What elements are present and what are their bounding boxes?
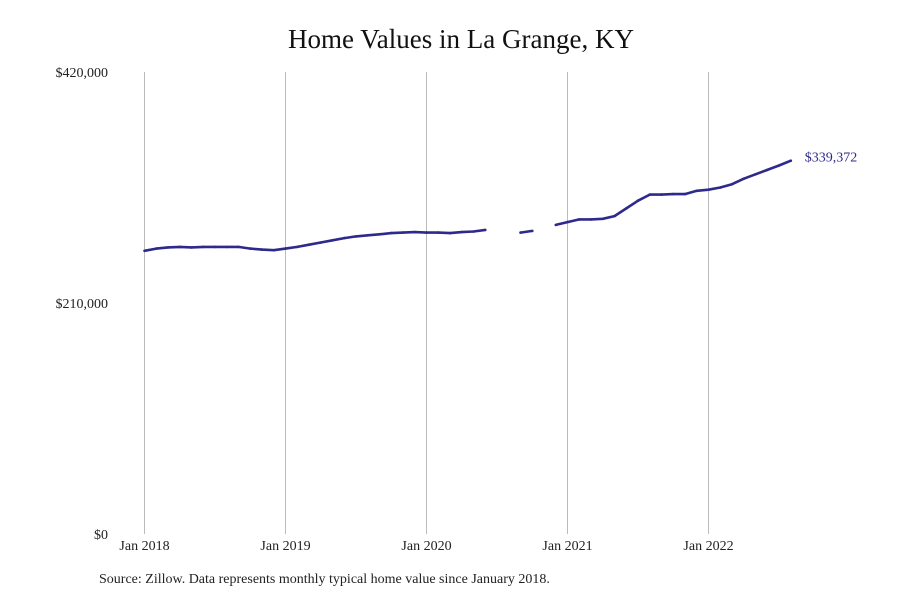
data-point [636,199,640,202]
source-note: Source: Zillow. Data represents monthly … [99,572,550,587]
series-home-value [144,159,792,253]
data-point [672,192,675,196]
data-point [472,230,475,233]
y-axis-tick-labels: $0 $210,000 $420,000 [56,66,109,543]
data-point [237,245,240,249]
end-value-label: $339,372 [805,151,858,166]
data-point [343,236,346,240]
data-point [354,235,358,238]
gridlines [144,72,709,534]
data-point [742,177,746,180]
data-point [213,245,217,249]
data-point [589,218,593,221]
data-point [202,245,205,249]
data-point [625,207,628,210]
data-point [754,173,757,176]
data-point [660,193,663,196]
data-point [307,243,311,246]
data-point [401,231,405,234]
series-line-segment [555,159,792,227]
data-points [143,159,793,253]
data-point [425,231,428,234]
y-tick-label: $420,000 [56,66,109,81]
data-point [296,245,299,249]
x-tick-label: Jan 2021 [542,539,592,554]
data-point [143,249,146,253]
data-point [190,246,193,249]
data-point [484,228,487,232]
x-tick-label: Jan 2018 [119,539,169,554]
data-point [719,186,722,189]
data-point [260,248,264,251]
data-point [272,248,276,252]
data-point [613,214,616,218]
data-point [695,189,699,193]
data-point [448,231,452,235]
series-line-segment [520,229,533,234]
data-point [413,230,417,234]
data-point [331,239,334,242]
data-point [766,168,769,172]
data-point [178,245,182,249]
data-point [378,233,381,236]
data-point [683,192,687,196]
data-point [319,241,323,244]
data-point [531,229,534,233]
x-axis-tick-labels: Jan 2018 Jan 2019 Jan 2020 Jan 2021 Jan 2022 [119,539,733,554]
data-point [601,217,605,221]
data-point [390,231,393,235]
data-point [437,231,440,234]
data-point [730,182,734,186]
y-tick-label: $210,000 [56,297,109,312]
x-tick-label: Jan 2020 [401,539,451,554]
data-point [166,246,170,249]
y-tick-label: $0 [94,528,108,543]
data-point [519,231,522,234]
data-point [155,247,158,250]
data-point [707,188,710,191]
data-point [566,220,569,224]
data-point [284,247,287,250]
chart-title: Home Values in La Grange, KY [288,24,634,54]
data-point [578,218,581,221]
data-point [249,247,252,250]
data-point [460,230,464,234]
data-point [648,193,652,196]
series-line-segment [144,228,486,253]
data-point [789,159,793,162]
data-point [225,245,229,249]
data-point [554,223,558,227]
x-tick-label: Jan 2019 [260,539,310,554]
data-point [777,164,781,167]
x-tick-label: Jan 2022 [683,539,733,554]
data-point [366,234,370,237]
